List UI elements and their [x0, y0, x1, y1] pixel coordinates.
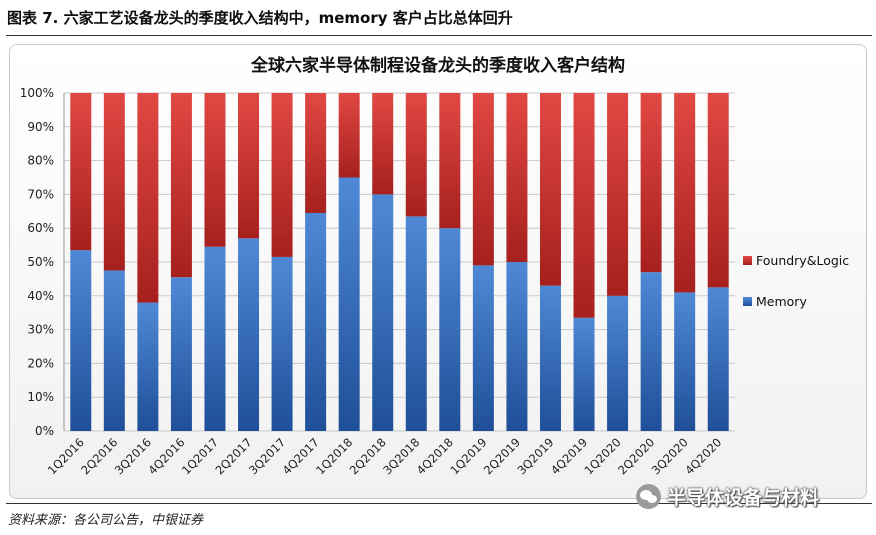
bar-memory-1q2017	[204, 246, 226, 431]
bar-memory-1q2016	[70, 250, 92, 431]
y-tick-label: 100%	[20, 86, 54, 100]
bar-memory-4q2018	[439, 228, 461, 431]
bar-memory-2q2017	[238, 238, 260, 431]
bar-foundry-logic-2q2018	[372, 93, 394, 195]
watermark-text: 半导体设备与材料	[667, 486, 820, 509]
x-tick-label: 4Q2020	[682, 435, 724, 477]
x-axis-ticks: 1Q20162Q20163Q20164Q20161Q20172Q20173Q20…	[45, 435, 725, 477]
legend-swatch	[743, 297, 752, 306]
y-axis-ticks: 0% 10% 20% 30% 40% 50% 60% 70% 80% 90% 100%	[20, 86, 54, 438]
bar-foundry-logic-1q2017	[204, 93, 226, 247]
bar-memory-2q2018	[372, 194, 394, 431]
source-note: 资料来源：各公司公告，中银证券	[8, 513, 204, 528]
bar-foundry-logic-2q2019	[506, 93, 528, 262]
bar-foundry-logic-1q2016	[70, 93, 92, 251]
bar-memory-4q2017	[305, 212, 327, 431]
bar-memory-2q2016	[103, 270, 125, 431]
bar-foundry-logic-4q2016	[170, 93, 192, 278]
legend-label: Memory	[756, 294, 807, 309]
y-tick-label: 10%	[27, 390, 54, 404]
y-tick-label: 70%	[27, 187, 54, 201]
y-tick-label: 80%	[27, 154, 54, 168]
bar-memory-2q2019	[506, 262, 528, 431]
watermark: 半导体设备与材料	[636, 483, 819, 509]
bar-memory-3q2018	[405, 216, 427, 431]
bar-foundry-logic-4q2017	[305, 93, 327, 213]
wechat-icon	[636, 483, 661, 509]
y-tick-label: 40%	[27, 289, 54, 303]
bar-memory-3q2020	[674, 292, 696, 431]
bar-foundry-logic-4q2018	[439, 93, 461, 229]
title-divider	[6, 35, 872, 36]
bar-foundry-logic-2q2016	[103, 93, 125, 271]
y-tick-label: 30%	[27, 323, 54, 337]
y-tick-label: 0%	[35, 424, 54, 438]
bar-memory-3q2017	[271, 256, 293, 431]
y-tick-label: 20%	[27, 356, 54, 370]
bar-foundry-logic-3q2020	[674, 93, 696, 293]
bar-foundry-logic-4q2019	[573, 93, 595, 318]
footer-divider	[6, 503, 872, 504]
legend-swatch	[743, 256, 752, 265]
bar-foundry-logic-2q2017	[238, 93, 260, 239]
bar-foundry-logic-1q2019	[472, 93, 494, 266]
legend: Foundry&Logic Memory	[743, 253, 849, 309]
bars	[70, 93, 729, 431]
grid-lines	[63, 92, 735, 432]
bar-memory-2q2020	[640, 272, 662, 431]
bar-memory-1q2020	[607, 295, 629, 431]
bar-memory-3q2016	[137, 302, 159, 431]
bar-foundry-logic-3q2016	[137, 93, 159, 303]
bar-foundry-logic-3q2019	[539, 93, 561, 286]
y-tick-label: 50%	[27, 255, 54, 269]
bar-foundry-logic-4q2020	[707, 93, 729, 288]
bar-foundry-logic-1q2018	[338, 93, 360, 178]
bar-foundry-logic-3q2017	[271, 93, 293, 257]
bar-memory-3q2019	[539, 285, 561, 431]
bar-memory-4q2020	[707, 287, 729, 431]
bar-memory-1q2019	[472, 265, 494, 431]
bar-memory-4q2019	[573, 317, 595, 431]
bar-foundry-logic-1q2020	[607, 93, 629, 296]
y-tick-label: 90%	[27, 120, 54, 134]
bar-memory-1q2018	[338, 177, 360, 431]
bar-foundry-logic-2q2020	[640, 93, 662, 273]
y-tick-label: 60%	[27, 221, 54, 235]
bar-memory-4q2016	[170, 277, 192, 431]
legend-label: Foundry&Logic	[756, 253, 849, 268]
figure-title: 图表 7. 六家工艺设备龙头的季度收入结构中，memory 客户占比总体回升	[7, 9, 513, 27]
bar-foundry-logic-3q2018	[405, 93, 427, 217]
chart-title: 全球六家半导体制程设备龙头的季度收入客户结构	[250, 55, 625, 76]
